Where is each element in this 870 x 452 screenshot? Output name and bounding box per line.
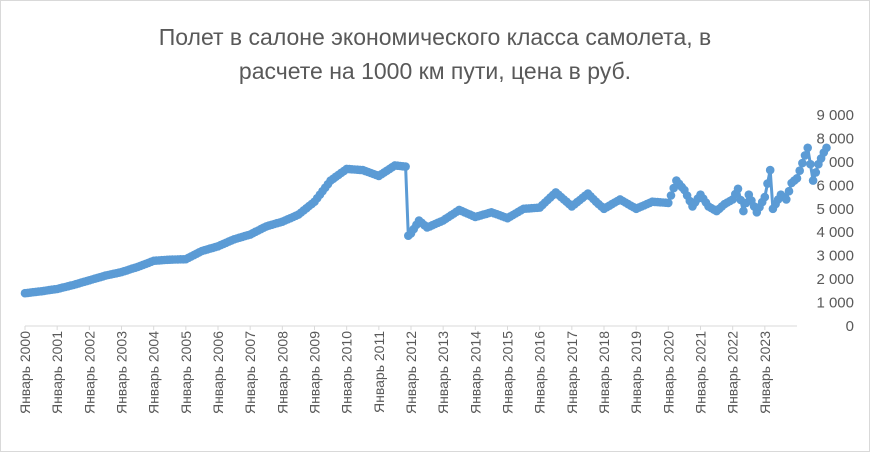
y-tick-label: 0 [846,318,854,335]
data-point [800,151,810,160]
y-tick-label: 8 000 [816,130,854,147]
x-tick-label: Январь 2023 [757,331,773,414]
x-tick-label: Январь 2022 [725,331,741,414]
x-tick-label: Январь 2017 [564,331,580,414]
y-tick-label: 9 000 [816,107,854,124]
x-tick-label: Январь 2011 [371,331,387,413]
x-tick-label: Январь 2004 [146,331,162,414]
series-line [24,146,828,295]
x-tick-label: Январь 2003 [114,331,130,414]
data-point [739,206,748,216]
y-tick-label: 7 000 [816,154,854,171]
data-point [666,191,676,200]
x-tick-label: Январь 2009 [307,331,323,414]
x-tick-label: Январь 2007 [242,331,258,414]
data-point [803,143,812,153]
x-tick-label: Январь 2013 [435,331,451,414]
y-tick-label: 4 000 [816,224,854,241]
data-point [784,186,794,196]
chart-title-line-1: Полет в салоне экономического класса сам… [158,24,712,50]
x-tick-label: Январь 2014 [467,331,483,414]
y-tick-label: 3 000 [816,248,854,265]
y-tick-label: 2 000 [816,271,854,288]
data-point [808,176,818,185]
data-point [733,184,743,194]
data-point [792,174,802,183]
x-tick-label: Январь 2005 [178,331,194,414]
data-point [765,165,775,175]
x-tick-label: Январь 2008 [274,331,290,414]
x-tick-label: Январь 2019 [628,331,644,414]
x-tick-label: Январь 2001 [49,331,65,414]
data-point [664,198,673,208]
data-point [763,179,772,188]
x-tick-label: Январь 2000 [17,331,33,414]
data-point [795,166,804,175]
data-point [798,158,807,168]
y-tick-label: 5 000 [816,201,854,218]
x-tick-label: Январь 2016 [532,331,548,414]
x-tick-label: Январь 2021 [693,331,709,414]
data-point [806,159,815,169]
chart-title-line-2: расчете на 1000 км пути, цена в руб. [238,58,632,84]
x-tick-label: Январь 2012 [403,331,419,414]
x-tick-label: Январь 2018 [596,331,612,414]
y-tick-label: 6 000 [816,177,854,194]
x-tick-label: Январь 2020 [660,331,676,414]
x-tick-label: Январь 2015 [500,331,516,414]
data-point [822,143,831,153]
y-tick-label: 1 000 [816,295,854,312]
data-point [782,195,791,204]
data-point [401,162,410,171]
x-tick-label: Январь 2006 [210,331,226,414]
x-tick-label: Январь 2010 [339,331,355,414]
x-tick-label: Январь 2002 [81,331,97,414]
data-point [760,192,770,202]
data-point [811,168,821,177]
